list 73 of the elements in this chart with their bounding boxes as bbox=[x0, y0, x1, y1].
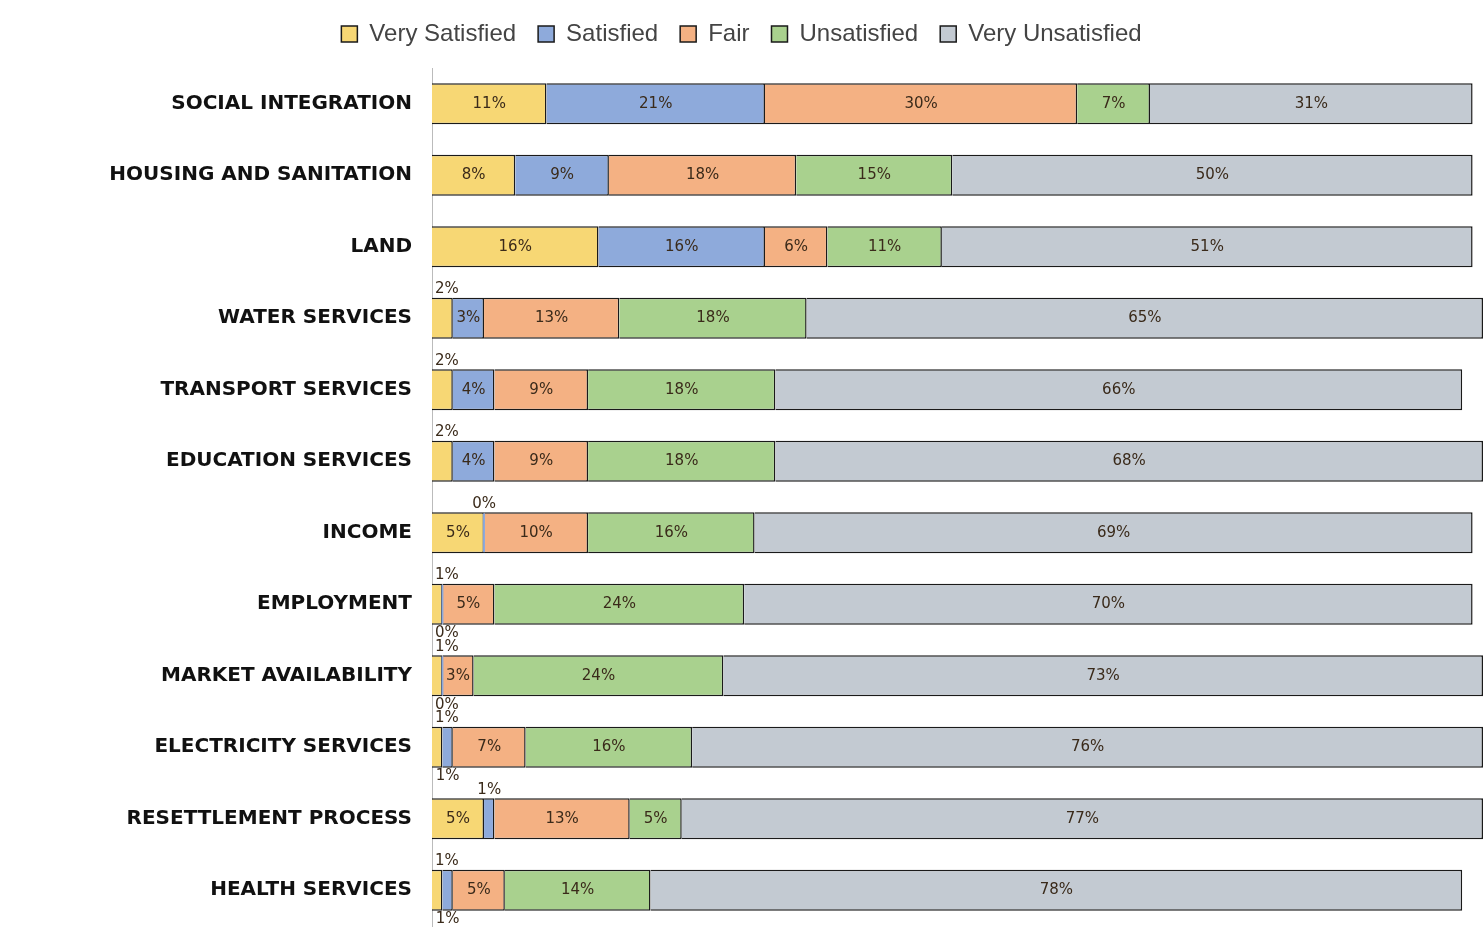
data-label: 16% bbox=[654, 522, 689, 541]
data-label: 77% bbox=[1065, 808, 1100, 827]
data-label: 70% bbox=[1091, 594, 1126, 613]
data-label: 3% bbox=[456, 308, 481, 327]
data-label: 65% bbox=[1128, 308, 1162, 327]
y-tick-label: WATER SERVICES bbox=[218, 304, 412, 329]
data-label: 69% bbox=[1096, 522, 1131, 541]
data-label: 31% bbox=[1294, 93, 1328, 112]
data-label: 24% bbox=[581, 665, 616, 684]
legend-label: Unsatisfied bbox=[799, 18, 919, 46]
data-label: 51% bbox=[1190, 236, 1224, 255]
data-label: 50% bbox=[1195, 165, 1230, 184]
data-label: 8% bbox=[461, 165, 486, 184]
data-label: 9% bbox=[550, 165, 574, 184]
data-label: 76% bbox=[1070, 737, 1105, 756]
y-tick-label: EMPLOYMENT bbox=[257, 590, 413, 615]
data-label: 1% bbox=[477, 779, 502, 798]
data-label: 66% bbox=[1102, 379, 1136, 398]
data-label: 1% bbox=[435, 565, 459, 584]
data-label: 14% bbox=[561, 880, 595, 899]
data-label: 6% bbox=[784, 236, 809, 255]
data-label: 7% bbox=[477, 737, 502, 756]
y-tick-label: MARKET AVAILABILITY bbox=[161, 661, 413, 686]
legend-label: Satisfied bbox=[566, 18, 659, 46]
data-label: 5% bbox=[466, 880, 491, 899]
data-label: 16% bbox=[665, 236, 699, 255]
data-label: 21% bbox=[639, 93, 673, 112]
data-label: 24% bbox=[602, 594, 636, 613]
data-label: 16% bbox=[592, 737, 626, 756]
data-label: 2% bbox=[435, 279, 459, 298]
y-tick-label: EDUCATION SERVICES bbox=[165, 447, 412, 472]
data-label: 5% bbox=[446, 522, 470, 541]
y-tick-label: HOUSING AND SANITATION bbox=[109, 161, 412, 186]
data-label: 78% bbox=[1039, 880, 1074, 899]
data-label: 73% bbox=[1086, 665, 1120, 684]
y-tick-label: INCOME bbox=[322, 518, 412, 543]
y-tick-label: SOCIAL INTEGRATION bbox=[171, 89, 412, 114]
data-label: 15% bbox=[857, 165, 891, 184]
data-label: 5% bbox=[446, 808, 470, 827]
data-label: 1% bbox=[435, 909, 460, 928]
legend-label: Very Satisfied bbox=[369, 18, 517, 46]
y-tick-label: RESETTLEMENT PROCESS bbox=[126, 804, 412, 829]
data-label: 7% bbox=[1101, 93, 1126, 112]
y-tick-label: TRANSPORT SERVICES bbox=[160, 375, 412, 400]
data-label: 11% bbox=[472, 93, 506, 112]
data-label: 13% bbox=[545, 808, 579, 827]
data-label: 2% bbox=[435, 350, 459, 369]
data-label: 0% bbox=[472, 493, 496, 512]
data-label: 18% bbox=[665, 379, 699, 398]
legend-label: Very Unsatisfied bbox=[968, 18, 1142, 46]
data-label: 18% bbox=[685, 165, 720, 184]
data-label: 9% bbox=[529, 379, 554, 398]
data-label: 3% bbox=[446, 665, 470, 684]
y-tick-label: HEALTH SERVICES bbox=[210, 876, 412, 901]
data-label: 11% bbox=[867, 236, 902, 255]
data-label: 10% bbox=[519, 522, 553, 541]
data-label: 2% bbox=[435, 422, 459, 441]
data-label: 1% bbox=[435, 766, 460, 785]
y-tick-label: LAND bbox=[350, 232, 412, 257]
y-tick-label: ELECTRICITY SERVICES bbox=[154, 733, 412, 758]
data-label: 68% bbox=[1112, 451, 1146, 470]
data-label: 5% bbox=[643, 808, 668, 827]
data-label: 9% bbox=[529, 451, 554, 470]
data-label: 16% bbox=[498, 236, 532, 255]
data-label: 4% bbox=[461, 451, 486, 470]
data-label: 18% bbox=[696, 308, 730, 327]
data-label: 30% bbox=[904, 93, 938, 112]
legend-label: Fair bbox=[708, 18, 750, 46]
data-label: 4% bbox=[461, 379, 486, 398]
data-label: 13% bbox=[535, 308, 569, 327]
data-label: 18% bbox=[665, 451, 699, 470]
data-label: 1% bbox=[435, 851, 459, 870]
data-label: 5% bbox=[456, 594, 481, 613]
